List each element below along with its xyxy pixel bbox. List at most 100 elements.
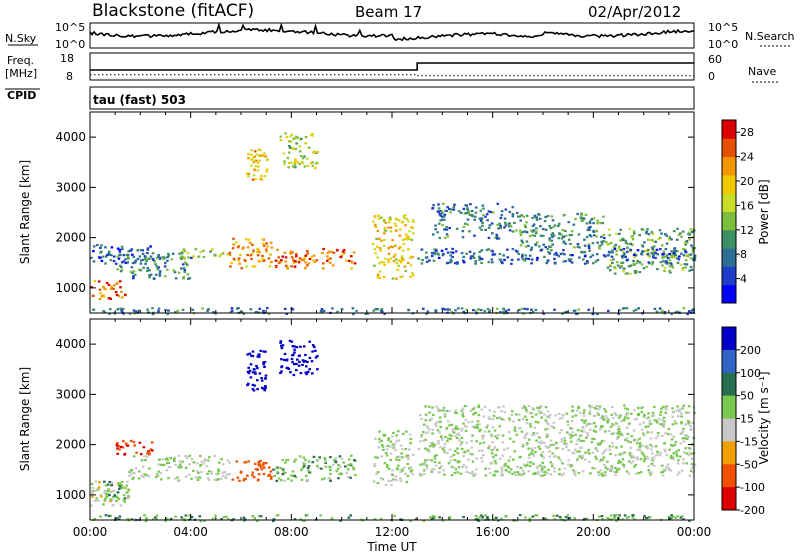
echo-cell (279, 260, 283, 263)
echo-cell (247, 460, 250, 463)
echo-cell (235, 241, 238, 244)
echo-cell (260, 178, 264, 181)
echo-cell (206, 309, 209, 312)
echo-cell (629, 248, 633, 252)
echo-cell (664, 248, 668, 251)
echo-cell (166, 517, 169, 520)
colorbar-swatch (722, 193, 736, 212)
echo-cell (640, 451, 644, 454)
echo-cell (320, 467, 323, 470)
echo-cell (559, 233, 563, 236)
echo-cell (306, 164, 310, 168)
echo-cell (108, 494, 111, 497)
echo-cell (434, 228, 437, 231)
echo-cell (578, 411, 582, 414)
echo-cell (131, 253, 134, 256)
echo-cell (182, 277, 185, 280)
echo-cell (376, 256, 379, 259)
echo-cell (446, 235, 450, 238)
echo-cell (174, 277, 178, 280)
echo-cell (684, 243, 687, 246)
echo-cell (279, 135, 282, 138)
echo-cell (218, 255, 221, 258)
echo-cell (263, 175, 267, 178)
echo-cell (638, 443, 642, 446)
echo-cell (676, 462, 680, 465)
echo-cell (617, 312, 620, 315)
echo-cell (647, 255, 651, 258)
echo-cell (349, 514, 352, 517)
echo-cell (412, 220, 415, 223)
echo-cell (118, 518, 121, 521)
echo-cell (607, 429, 611, 432)
echo-cell (655, 310, 659, 313)
echo-cell (251, 178, 255, 181)
echo-cell (601, 458, 604, 462)
echo-cell (580, 433, 583, 436)
colorbar-tick-label: -100 (740, 481, 765, 494)
echo-cell (534, 232, 538, 235)
echo-cell (601, 414, 604, 417)
echo-cell (123, 453, 126, 456)
echo-cell (280, 347, 284, 350)
echo-cell (573, 474, 577, 477)
echo-cell (683, 249, 687, 252)
echo-cell (675, 454, 679, 458)
echo-cell (517, 418, 521, 422)
echo-cell (313, 345, 316, 349)
echo-cell (279, 341, 282, 344)
echo-cell (376, 273, 380, 276)
echo-cell (429, 445, 432, 448)
echo-cell (166, 268, 169, 271)
echo-cell (690, 452, 693, 455)
echo-cell (239, 470, 243, 473)
echo-cell (387, 260, 391, 263)
echo-cell (461, 236, 465, 239)
echo-cell (672, 435, 676, 438)
echo-cell (408, 230, 411, 233)
echo-cell (595, 448, 599, 451)
echo-cell (307, 146, 311, 149)
echo-cell (154, 263, 157, 266)
echo-cell (127, 250, 130, 253)
echo-cell (549, 227, 553, 230)
echo-cell (288, 140, 291, 143)
echo-cell (594, 455, 597, 458)
echo-cell (208, 456, 211, 459)
echo-cell (253, 384, 256, 387)
echo-cell (442, 408, 446, 411)
echo-cell (486, 219, 489, 222)
echo-cell (257, 478, 260, 481)
echo-cell (690, 268, 694, 271)
echo-cell (374, 308, 377, 311)
echo-cell (93, 280, 97, 283)
echo-cell (285, 358, 289, 361)
echo-cell (668, 517, 672, 520)
echo-cell (303, 165, 307, 168)
echo-cell (387, 226, 390, 229)
echo-cell (455, 437, 459, 440)
echo-cell (467, 211, 471, 214)
echo-cell (555, 442, 558, 445)
echo-cell (431, 442, 434, 445)
echo-cell (107, 252, 111, 255)
echo-cell (608, 518, 611, 521)
echo-cell (251, 474, 254, 477)
echo-cell (456, 427, 460, 430)
nave-line (90, 74, 694, 77)
echo-cell (471, 254, 475, 258)
echo-cell (164, 275, 167, 278)
echo-cell (572, 309, 576, 312)
echo-cell (485, 213, 489, 216)
echo-cell (580, 419, 584, 422)
echo-cell (350, 255, 353, 258)
echo-cell (554, 251, 558, 254)
echo-cell (642, 267, 646, 270)
echo-cell (118, 250, 122, 253)
echo-cell (91, 489, 95, 492)
echo-cell (590, 218, 593, 221)
echo-cell (519, 466, 523, 469)
echo-cell (403, 265, 407, 268)
echo-cell (330, 250, 333, 253)
echo-cell (520, 430, 524, 433)
